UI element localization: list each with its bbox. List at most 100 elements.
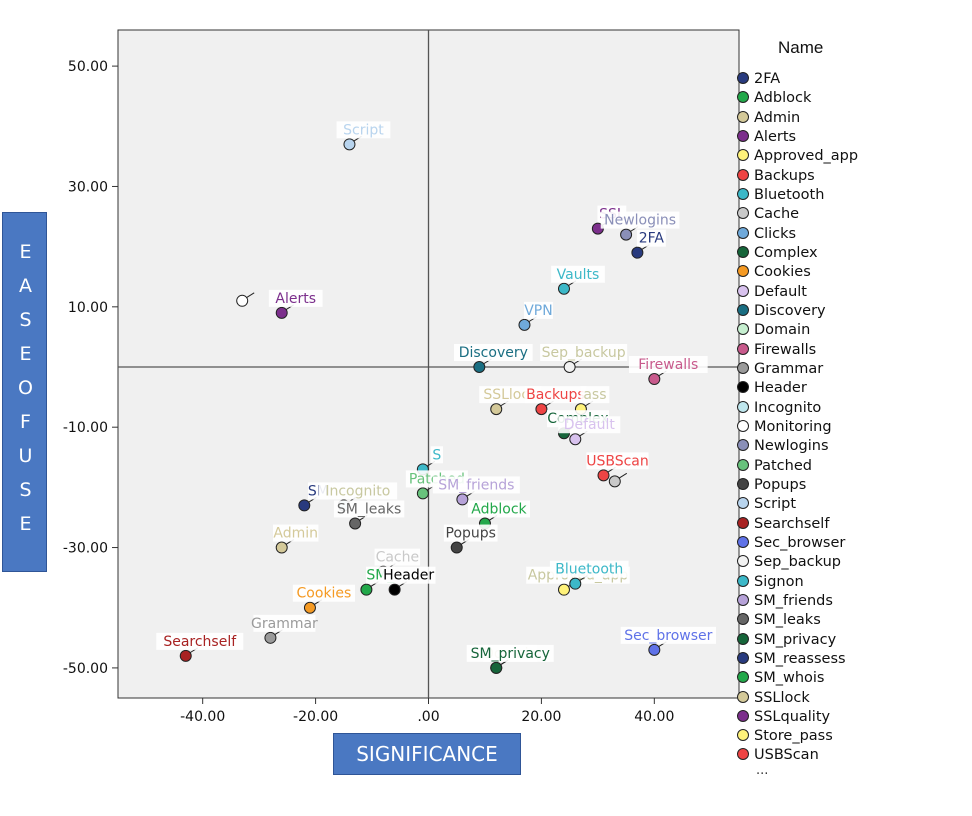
legend-swatch [737, 342, 749, 355]
data-points: ScriptAlertsSSLNewlogins2FAVaultsVPNDisc… [156, 121, 716, 674]
legend-swatch [737, 671, 749, 684]
point-discovery: Discovery [453, 344, 533, 374]
point-label: Incognito [325, 483, 390, 499]
y-axis-label-letter: O [18, 377, 33, 399]
point-label: SM_friends [438, 477, 514, 493]
legend-label: USBScan [754, 747, 819, 764]
legend-swatch [737, 149, 749, 162]
legend-item: SSLlock [737, 689, 858, 708]
point-grammar: Grammar [251, 614, 318, 644]
legend-item: Firewalls [737, 341, 858, 360]
point-marker [490, 661, 503, 674]
legend-swatch [737, 168, 749, 181]
legend-label: Complex [754, 244, 818, 261]
point-marker [620, 228, 633, 241]
legend-item: Complex [737, 244, 858, 263]
legend-item: SM_leaks [737, 611, 858, 630]
legend-label: Default [754, 283, 807, 300]
point-marker [648, 643, 661, 656]
legend-label: Approved_app [754, 148, 859, 165]
point-label-bg [156, 632, 244, 650]
point-header: Header [381, 566, 436, 596]
point-label: Alerts [275, 291, 316, 307]
legend-item: Backups [737, 167, 858, 186]
legend-item: Default [737, 283, 858, 302]
legend-swatch [737, 110, 749, 123]
y-axis-label-letter: S [19, 309, 32, 331]
legend-swatch [737, 303, 749, 316]
point-marker [275, 541, 288, 554]
legend-swatch [737, 574, 749, 587]
point-label-bg [551, 265, 605, 283]
legend-swatch [737, 729, 749, 742]
legend-item: Incognito [737, 399, 858, 418]
legend-item: SSLquality [737, 708, 858, 727]
legend-item: Sec_browser [737, 534, 858, 553]
point-label-bg [430, 446, 444, 464]
y-axis-label-letter: E [19, 343, 32, 365]
point-label-bg [381, 566, 436, 584]
point-label: Bluetooth [555, 562, 623, 578]
legend-label: SSLquality [754, 708, 831, 725]
point-label: Grammar [251, 616, 318, 632]
point-label-bg [600, 211, 680, 229]
legend-swatch [737, 91, 749, 104]
point-label: 2FA [639, 231, 665, 247]
point-marker [343, 138, 356, 151]
point-label: Adblock [471, 501, 527, 517]
point-sec-browser: Sec_browser [620, 626, 716, 656]
legend-item: Adblock [737, 89, 858, 108]
point-marker [473, 361, 486, 374]
point-label: S [432, 447, 441, 463]
legend-label: Cookies [754, 264, 811, 281]
point-label: Script [343, 122, 384, 138]
legend-swatch [737, 613, 749, 626]
legend-item: USBScan [737, 746, 858, 765]
point-vaults: Vaults [551, 265, 605, 295]
point-label-bg [374, 548, 421, 566]
point-label-bg [272, 524, 319, 542]
legend-item: Admin [737, 109, 858, 128]
legend-item: Alerts [737, 128, 858, 147]
x-axis-label: SIGNIFICANCE [333, 733, 521, 775]
legend-label: Sep_backup [754, 554, 841, 571]
point-label: Cookies [297, 586, 352, 602]
point-label: Backups [526, 387, 585, 403]
point-sm-leaks: SM_leaks [333, 500, 405, 530]
point-label-bg [467, 500, 531, 518]
point-marker [388, 583, 401, 596]
point-label: Default [564, 417, 616, 433]
point-popups: Popups [443, 524, 498, 554]
legend: 2FA Adblock Admin Alerts Approved_app Backups… [737, 70, 858, 766]
legend-item: Approved_app [737, 147, 858, 166]
legend-item: Newlogins [737, 437, 858, 456]
legend-item: Clicks [737, 225, 858, 244]
y-tick-label: 10.00 [68, 300, 108, 316]
x-tick-label: -20.00 [293, 709, 338, 725]
point-marker [569, 577, 582, 590]
legend-swatch [737, 690, 749, 703]
legend-item: Searchself [737, 515, 858, 534]
legend-label: Searchself [754, 515, 830, 532]
legend-label: Discovery [754, 302, 826, 319]
point-label: VPN [524, 303, 553, 319]
legend-label: Firewalls [754, 341, 817, 358]
point-cache [608, 472, 628, 488]
legend-swatch [737, 497, 749, 510]
legend-swatch [737, 72, 749, 84]
legend-more: ... [756, 763, 769, 778]
legend-item: Store_pass [737, 727, 858, 746]
point-label-bg [558, 416, 621, 434]
legend-label: Clicks [754, 225, 797, 242]
point-marker [349, 517, 362, 530]
point-label-bg [253, 614, 316, 632]
point-marker [456, 493, 469, 506]
legend-label: Header [754, 380, 807, 397]
legend-item: Cache [737, 205, 858, 224]
point-marker [275, 306, 288, 319]
legend-item: Signon [737, 573, 858, 592]
point-label-bg [336, 121, 391, 139]
legend-label: 2FA [754, 71, 781, 87]
point-label: ass [583, 387, 606, 403]
y-tick-label: -30.00 [63, 541, 108, 557]
